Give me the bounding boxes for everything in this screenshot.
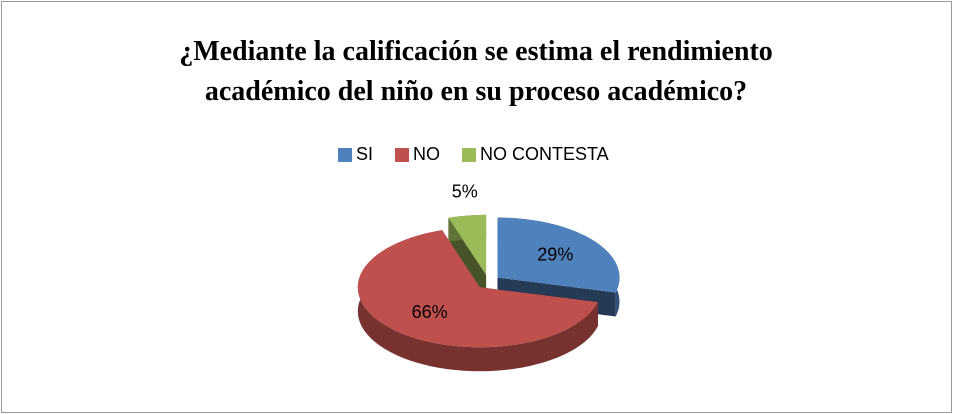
legend-swatch <box>462 148 477 162</box>
data-label: 29% <box>537 244 573 264</box>
data-label: 5% <box>452 181 478 201</box>
legend-swatch <box>395 148 410 162</box>
legend-label: SI <box>356 144 373 164</box>
slice <box>497 217 620 293</box>
legend-label: NO CONTESTA <box>480 144 609 164</box>
legend-swatch <box>338 148 352 162</box>
chart-title: ¿Mediante la calificación se estima el r… <box>179 36 773 107</box>
slice <box>448 214 487 275</box>
slice-tops <box>357 214 620 348</box>
slice <box>357 230 598 348</box>
legend-label: NO <box>413 144 440 164</box>
data-label: 66% <box>412 302 448 322</box>
